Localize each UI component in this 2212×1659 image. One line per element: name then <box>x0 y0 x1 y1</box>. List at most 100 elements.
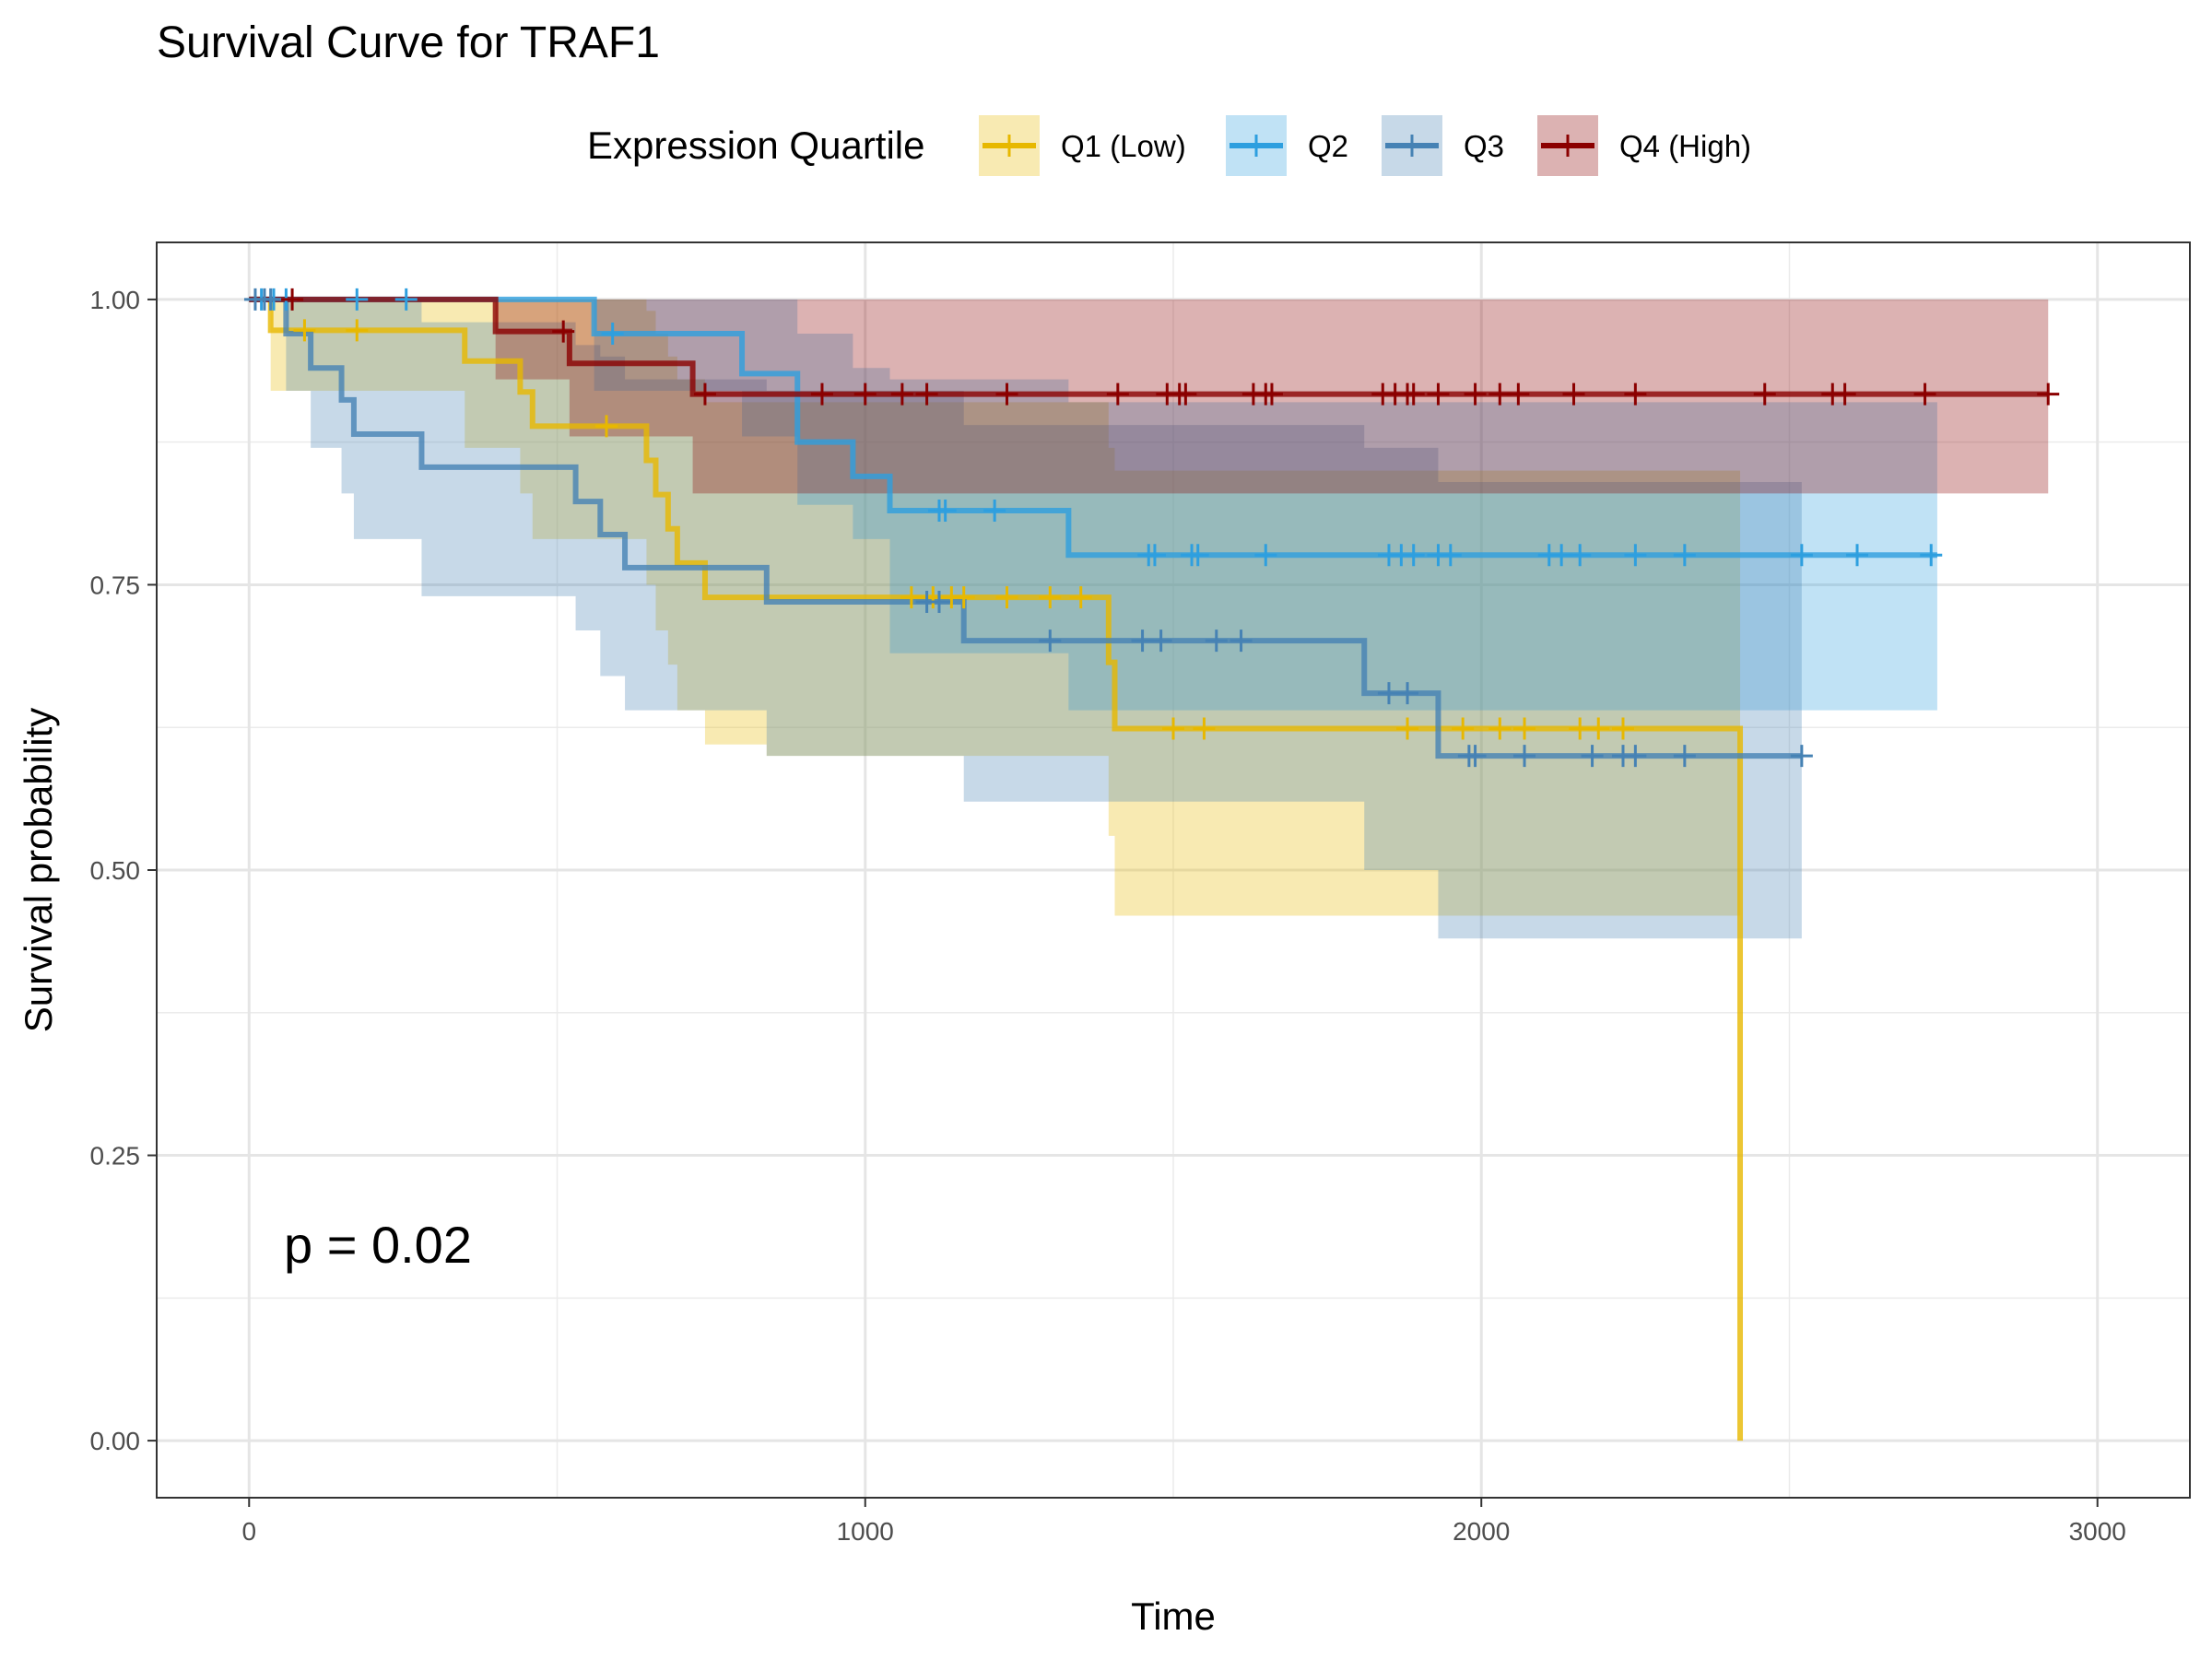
censor-mark <box>1377 682 1400 705</box>
censor-mark <box>810 382 833 406</box>
survival-curve <box>249 296 1744 1441</box>
censor-mark <box>1624 544 1647 567</box>
censor-mark <box>1846 544 1869 567</box>
y-tick-label: 0.00 <box>90 1427 141 1455</box>
ci-band <box>249 299 1937 711</box>
survival-curve <box>249 296 2049 397</box>
confidence-bands <box>249 299 2049 939</box>
censor-mark <box>983 499 1006 522</box>
censor-mark <box>1162 717 1184 740</box>
censor-mark <box>1396 717 1419 740</box>
censor-mark <box>1611 717 1634 740</box>
censor-mark <box>1106 382 1129 406</box>
censor-mark <box>1913 382 1936 406</box>
censor-mark <box>1039 629 1062 653</box>
censor-mark <box>1205 629 1228 653</box>
x-tick-label: 0 <box>241 1517 256 1546</box>
censor-mark <box>293 319 316 342</box>
x-tick-label: 3000 <box>2069 1517 2126 1546</box>
censor-mark <box>1513 717 1536 740</box>
censor-mark <box>890 382 913 406</box>
censor-mark <box>1260 382 1283 406</box>
chart-title: Survival Curve for TRAF1 <box>157 18 660 67</box>
censor-mark <box>1790 745 1813 768</box>
y-tick-label: 0.50 <box>90 856 141 885</box>
legend-title: Expression Quartile <box>587 124 925 167</box>
censor-mark <box>1562 382 1585 406</box>
censor-mark <box>601 323 624 346</box>
censor-mark <box>2037 382 2060 406</box>
x-axis: 0 1000 2000 3000 <box>241 1498 2126 1546</box>
legend: Expression Quartile Q1 (Low) Q2 Q3 Q4 (High… <box>587 115 1751 176</box>
censor-mark <box>1039 586 1062 609</box>
censor-mark <box>1402 544 1425 567</box>
legend-label: Q4 (High) <box>1619 129 1751 163</box>
censor-mark <box>1439 544 1462 567</box>
censor-mark <box>346 319 369 342</box>
p-value-annotation: p = 0.02 <box>284 1216 472 1274</box>
censor-mark <box>1186 544 1209 567</box>
y-tick-label: 0.75 <box>90 571 141 599</box>
y-tick-label: 1.00 <box>90 286 141 314</box>
censor-mark <box>1587 717 1610 740</box>
y-tick-label: 0.25 <box>90 1142 141 1171</box>
censor-mark <box>1069 586 1092 609</box>
censor-mark <box>1624 745 1647 768</box>
censor-mark <box>1143 544 1166 567</box>
x-axis-label: Time <box>1131 1594 1216 1638</box>
censor-mark <box>259 288 282 311</box>
censor-mark <box>1753 382 1776 406</box>
censor-mark <box>1550 544 1573 567</box>
censor-mark <box>915 382 938 406</box>
censor-marks <box>243 288 2060 768</box>
censor-mark <box>1673 544 1696 567</box>
y-axis: 0.00 0.25 0.50 0.75 1.00 <box>90 286 157 1455</box>
censor-mark <box>594 415 618 438</box>
censor-mark <box>1402 382 1425 406</box>
censor-mark <box>900 586 923 609</box>
censor-mark <box>1569 544 1592 567</box>
censor-mark <box>1174 382 1197 406</box>
censor-mark <box>1230 629 1253 653</box>
censor-mark <box>1488 717 1512 740</box>
censor-mark <box>1920 544 1943 567</box>
ci-band <box>249 299 1802 939</box>
censor-mark <box>1569 717 1592 740</box>
censor-mark <box>1581 745 1604 768</box>
censor-mark <box>552 320 575 343</box>
x-tick-label: 1000 <box>837 1517 894 1546</box>
censor-mark <box>934 499 957 522</box>
censor-mark <box>1507 382 1530 406</box>
censor-mark <box>1673 745 1696 768</box>
censor-mark <box>1396 682 1419 705</box>
censor-mark <box>1464 382 1487 406</box>
survival-curve <box>249 296 1802 759</box>
censor-mark <box>693 382 716 406</box>
grid-major <box>157 242 2190 1498</box>
censor-mark <box>1833 382 1856 406</box>
censor-mark <box>1464 745 1487 768</box>
censor-mark <box>1193 717 1216 740</box>
censor-mark <box>1131 629 1154 653</box>
censor-mark <box>346 288 369 311</box>
censor-mark <box>1513 745 1536 768</box>
legend-label: Q2 <box>1308 129 1348 163</box>
censor-mark <box>995 382 1018 406</box>
censor-mark <box>1624 382 1647 406</box>
censor-mark <box>952 586 975 609</box>
censor-mark <box>394 288 418 311</box>
legend-label: Q1 (Low) <box>1061 129 1186 163</box>
ci-band <box>249 299 1741 916</box>
censor-mark <box>1149 629 1172 653</box>
censor-mark <box>1427 382 1450 406</box>
censor-mark <box>1488 382 1512 406</box>
censor-mark <box>1452 717 1475 740</box>
x-tick-label: 2000 <box>1453 1517 1510 1546</box>
censor-mark <box>927 591 950 614</box>
legend-label: Q3 <box>1464 129 1504 163</box>
censor-mark <box>853 382 877 406</box>
censor-mark <box>281 288 304 311</box>
censor-mark <box>995 586 1018 609</box>
censor-mark <box>1790 544 1813 567</box>
